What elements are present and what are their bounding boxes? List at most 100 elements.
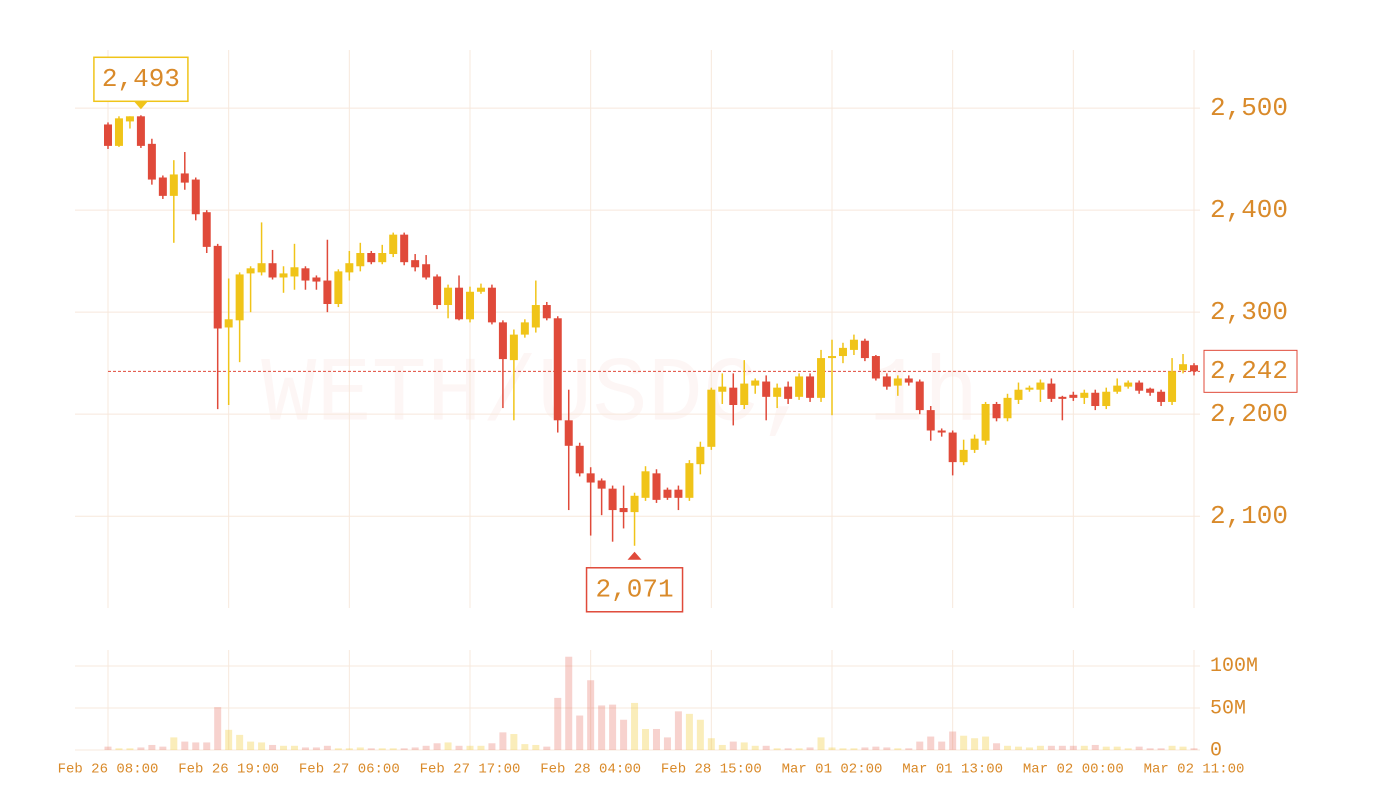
candle-body [466, 291, 474, 320]
volume-bar [1168, 745, 1176, 750]
volume-bar [1004, 745, 1012, 750]
candle-body [323, 280, 332, 305]
volume-bar [839, 748, 847, 750]
volume-bar [850, 748, 858, 750]
candle-body [1190, 365, 1198, 372]
volume-bar [751, 745, 759, 750]
candle-body [838, 347, 847, 357]
candle-body [652, 473, 661, 500]
volume-bar [290, 745, 298, 750]
volume-bar [894, 748, 902, 750]
volume-bar [444, 742, 452, 750]
candle-body [970, 438, 979, 450]
candle-body [147, 143, 156, 180]
volume-bar [1080, 745, 1088, 750]
candle-body [784, 386, 793, 399]
volume-bar [1135, 746, 1143, 750]
volume-bar [740, 742, 748, 750]
volume-bar [137, 747, 145, 750]
candle-body [981, 403, 990, 441]
volume-bar [861, 747, 869, 750]
volume-bar [762, 745, 770, 750]
y-tick-label: 2,500 [1210, 93, 1288, 123]
candle-body [389, 234, 398, 255]
candle-body [476, 287, 485, 292]
candle-body [191, 179, 200, 215]
candle-body [575, 445, 584, 474]
candle-body [257, 263, 266, 273]
volume-bar [422, 745, 430, 750]
x-tick-label: Feb 28 15:00 [661, 762, 762, 778]
volume-bar [400, 748, 408, 750]
candle-body [356, 253, 365, 267]
candle-body [893, 378, 902, 386]
volume-bar [784, 748, 792, 750]
candle-body [334, 271, 343, 305]
volume-bar [510, 734, 518, 750]
volume-bar [872, 746, 880, 750]
volume-bar [269, 744, 277, 750]
volume-bar [598, 705, 606, 750]
last-price-label: 2,242 [1210, 356, 1288, 386]
candle-body [400, 234, 409, 263]
candle-body [213, 245, 222, 329]
volume-bar [554, 697, 562, 750]
watermark: WETH/USDC, 1h [261, 342, 979, 447]
candle-body [751, 380, 760, 386]
annotation-label: 2,493 [102, 64, 180, 94]
volume-bar [488, 743, 496, 750]
candle-body [586, 473, 595, 483]
candle-body [169, 174, 178, 196]
y2-tick-label: 100M [1210, 655, 1258, 678]
candle-body [619, 508, 628, 513]
candle-body [806, 376, 815, 398]
candle-body [959, 449, 968, 463]
y-tick-label: 2,300 [1210, 297, 1288, 327]
volume-bar [126, 748, 134, 750]
candle-body [1058, 396, 1067, 399]
candle-body [114, 118, 123, 146]
volume-bar [1113, 746, 1121, 750]
candle-body [158, 177, 167, 196]
candle-body [828, 356, 836, 359]
volume-bar [696, 719, 704, 750]
candle-body [1179, 364, 1188, 371]
volume-bar [181, 741, 189, 750]
y2-tick-label: 0 [1210, 739, 1222, 762]
y-tick-label: 2,400 [1210, 195, 1288, 225]
y2-tick-label: 50M [1210, 697, 1246, 720]
volume-bar [1179, 746, 1187, 750]
candle-body [992, 403, 1001, 419]
volume-bar [455, 745, 463, 750]
candle-body [608, 488, 617, 511]
volume-bar [345, 748, 353, 750]
volume-bar [225, 729, 233, 750]
x-tick-label: Feb 27 17:00 [420, 762, 521, 778]
volume-bar [576, 715, 584, 750]
volume-bar [247, 741, 255, 750]
candle-body [1102, 391, 1111, 407]
annotation-box [93, 56, 189, 103]
x-tick-label: Mar 01 02:00 [782, 762, 883, 778]
candle-body [860, 340, 869, 359]
candle-body [367, 253, 376, 263]
volume-bar [883, 747, 891, 750]
volume-bar [203, 742, 211, 750]
volume-bar [499, 732, 507, 750]
volume-bar [104, 746, 112, 750]
candle-body [948, 432, 957, 463]
volume-bar [993, 743, 1001, 750]
candle-body [246, 268, 255, 274]
candle-body [849, 339, 858, 350]
candle-body [509, 334, 518, 361]
candle-body [1036, 382, 1045, 390]
volume-bar [663, 737, 671, 750]
volume-bar [905, 748, 913, 750]
candle-body [1003, 397, 1012, 419]
candle-body [422, 264, 431, 278]
volume-bar [1058, 745, 1066, 750]
y-tick-label: 2,200 [1210, 399, 1288, 429]
volume-bar [356, 747, 364, 750]
candle-body [1091, 392, 1100, 407]
